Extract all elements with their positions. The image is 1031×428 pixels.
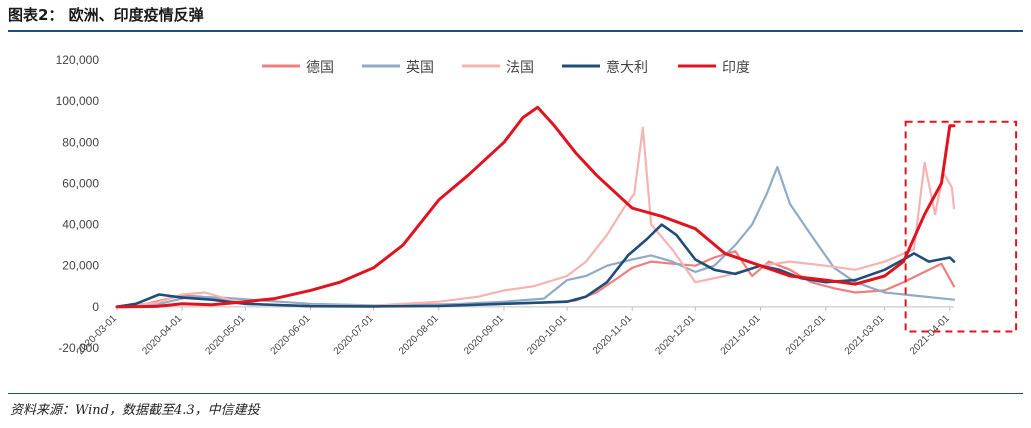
y-tick-label: -20,000: [58, 341, 99, 355]
x-tick-label: 2020-10-01: [525, 313, 569, 357]
line-chart: -20,000 0 20,000 40,000 60,000 80,000 100,000 1…: [56, 53, 1018, 357]
x-tick-label: 2020-08-01: [397, 313, 441, 357]
y-tick-label: 20,000: [62, 259, 99, 273]
y-tick-label: 80,000: [62, 135, 99, 149]
series-line-英国: [115, 165, 956, 308]
y-tick-label: 40,000: [62, 218, 99, 232]
legend-label: 意大利: [606, 59, 648, 76]
figure-title: 图表2： 欧洲、印度疫情反弹: [8, 6, 204, 24]
legend-label: 印度: [722, 60, 750, 76]
x-tick-label: 2020-04-01: [140, 313, 184, 357]
y-tick-label: 100,000: [56, 94, 100, 108]
legend-label: 英国: [406, 59, 434, 76]
x-tick-label: 2021-04-01: [908, 313, 952, 357]
x-tick-label: 2021-01-01: [719, 313, 763, 357]
highlight-box: [904, 120, 1018, 333]
x-tick-label: 2020-09-01: [462, 313, 506, 357]
x-tick-label: 2020-07-01: [332, 313, 376, 357]
bottom-divider: [8, 393, 1023, 394]
y-tick-label: 60,000: [62, 176, 99, 190]
top-divider: [8, 30, 1023, 32]
x-tick-label: 2020-12-01: [653, 313, 697, 357]
x-tick-label: 2020-11-01: [591, 313, 635, 357]
legend-label: 德国: [306, 60, 334, 76]
x-tick-label: 2020-06-01: [269, 313, 313, 357]
series-line-意大利: [115, 223, 956, 309]
series-line-印度: [115, 105, 956, 309]
source-note: 资料来源：Wind，数据截至4.3，中信建投: [10, 403, 260, 418]
x-tick-label: 2021-02-01: [784, 313, 828, 357]
x-tick-label: 2021-03-01: [843, 313, 887, 357]
legend-label: 法国: [506, 60, 534, 76]
y-tick-label: 0: [92, 300, 99, 314]
x-tick-label: 2020-05-01: [203, 313, 247, 357]
y-tick-label: 120,000: [56, 53, 100, 67]
